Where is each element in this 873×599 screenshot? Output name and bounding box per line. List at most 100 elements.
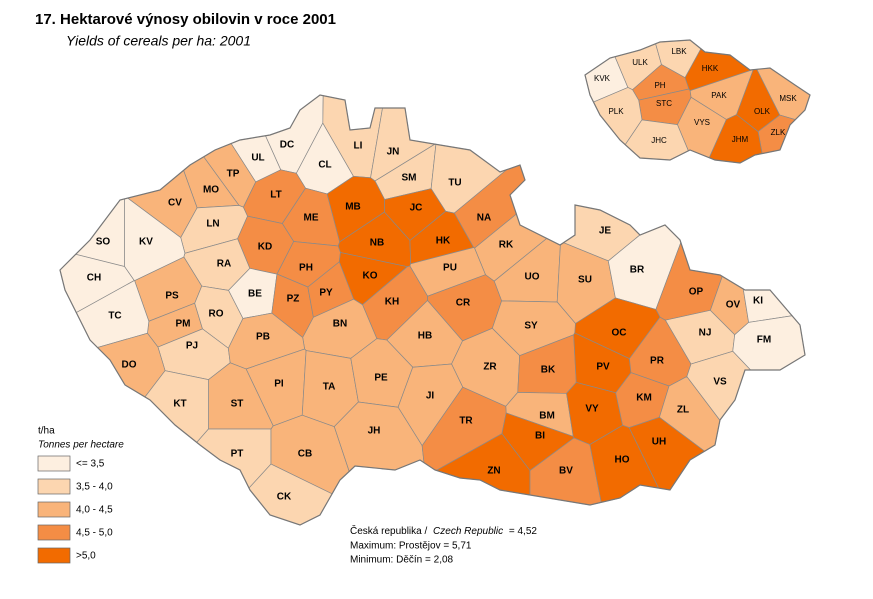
area-label: PB <box>256 332 270 343</box>
legend-swatch <box>37 524 71 541</box>
area-label: ZLK <box>771 128 786 137</box>
area-label: PV <box>596 362 610 373</box>
minimum-note: Minimum: Děčín = 2,08 <box>350 555 454 566</box>
area-label: PE <box>374 373 388 384</box>
area-label: CR <box>456 298 471 309</box>
area-label: PI <box>274 379 284 390</box>
area-label: HKK <box>702 64 719 73</box>
area-label: PY <box>319 288 333 299</box>
area-label: BN <box>333 319 347 330</box>
area-label: KO <box>363 271 378 282</box>
area-label: TC <box>108 311 121 322</box>
area-label: ULK <box>632 58 648 67</box>
area-label: BE <box>248 289 262 300</box>
area-label: LN <box>206 219 219 230</box>
region-map: KVK ULK LBK HKK PH STC PAK OLK MSK PLK VYS ZLK JHC JH… <box>584 39 811 164</box>
district-map: DC UL CL LI JN SM TU TP MO CV LN LT ME MB JC NA SO KV KD NB… <box>59 94 806 526</box>
area-label: PM <box>176 319 191 330</box>
area-label: KV <box>139 237 153 248</box>
area-label: CL <box>318 160 331 171</box>
area-label: RA <box>217 259 231 270</box>
legend-swatch <box>37 455 71 472</box>
legend-label: 4,5 - 5,0 <box>76 528 113 539</box>
area-label: ZN <box>487 466 500 477</box>
area-label: PR <box>650 356 665 367</box>
area-label: PJ <box>186 341 198 352</box>
area-label: KD <box>258 242 272 253</box>
area-label: HB <box>418 331 432 342</box>
area-label: LBK <box>671 47 687 56</box>
area-label: CB <box>298 449 312 460</box>
legend-swatch <box>37 547 71 564</box>
area-label: VYS <box>694 118 710 127</box>
title: 17. Hektarové výnosy obilovin v roce 200… <box>35 11 336 28</box>
area-label: STC <box>656 99 672 108</box>
area-label: JI <box>426 391 435 402</box>
area-label: BK <box>541 365 556 376</box>
area-label: VS <box>713 377 727 388</box>
area-label: PH <box>654 81 665 90</box>
area-label: BR <box>630 265 645 276</box>
maximum-note: Maximum: Prostějov = 5,71 <box>350 541 472 552</box>
area-label: SO <box>96 237 111 248</box>
area-label: BV <box>559 466 573 477</box>
area-label: OV <box>726 300 741 311</box>
area-label: KT <box>173 399 186 410</box>
legend-unit: t/ha <box>38 426 55 437</box>
area-label: PLK <box>608 107 624 116</box>
area-label: HK <box>436 236 451 247</box>
legend-label: 4,0 - 4,5 <box>76 505 113 516</box>
area-label: DC <box>280 140 294 151</box>
subtitle: Yields of cereals per ha: 2001 <box>66 33 251 49</box>
area-label: UL <box>251 153 264 164</box>
area-label: OLK <box>754 107 771 116</box>
area-label: NJ <box>699 328 712 339</box>
area-label: OC <box>612 328 627 339</box>
area-label: CH <box>87 273 101 284</box>
area-label: SM <box>402 173 417 184</box>
area-label: NB <box>370 238 384 249</box>
national-en: Czech Republic <box>433 526 503 537</box>
area-label: MB <box>345 202 361 213</box>
legend-swatch <box>37 478 71 495</box>
legend-label: 3,5 - 4,0 <box>76 482 113 493</box>
area-label: MO <box>203 185 219 196</box>
area-label: KM <box>636 393 652 404</box>
area-label: PT <box>231 449 244 460</box>
area-label: BM <box>539 411 555 422</box>
area-label: OP <box>689 287 704 298</box>
area-label: TU <box>448 178 461 189</box>
border <box>584 39 811 164</box>
area-label: ME <box>304 213 319 224</box>
area-label: BI <box>535 431 545 442</box>
area-label: KH <box>385 297 399 308</box>
area-label: SY <box>524 321 538 332</box>
area-label: CV <box>168 198 182 209</box>
area-label: PS <box>165 291 179 302</box>
area-label: PAK <box>711 91 727 100</box>
national-cz: Česká republika / <box>350 524 427 537</box>
legend-label: >5,0 <box>76 551 96 562</box>
area-label: TP <box>227 169 240 180</box>
area-label: VY <box>585 404 599 415</box>
legend-unit-en: Tonnes per hectare <box>38 440 124 451</box>
area-label: HO <box>615 455 630 466</box>
area-label: JH <box>368 426 381 437</box>
area-label: ZR <box>483 362 497 373</box>
area-label: JC <box>410 203 423 214</box>
area-label: UH <box>652 437 666 448</box>
area-label: KI <box>753 296 763 307</box>
area-label: PU <box>443 263 457 274</box>
area-label: NA <box>477 213 491 224</box>
area-label: LT <box>270 190 281 201</box>
area-label: TA <box>323 382 336 393</box>
area-label: RK <box>499 240 514 251</box>
national-note: Česká republika / Czech Republic = 4,52 <box>350 524 537 537</box>
national-value: = 4,52 <box>509 526 538 537</box>
area-label: ZL <box>677 405 689 416</box>
area-label: SU <box>578 275 592 286</box>
legend-swatch <box>37 501 71 518</box>
area-label: LI <box>354 141 363 152</box>
area-label: KVK <box>594 74 611 83</box>
